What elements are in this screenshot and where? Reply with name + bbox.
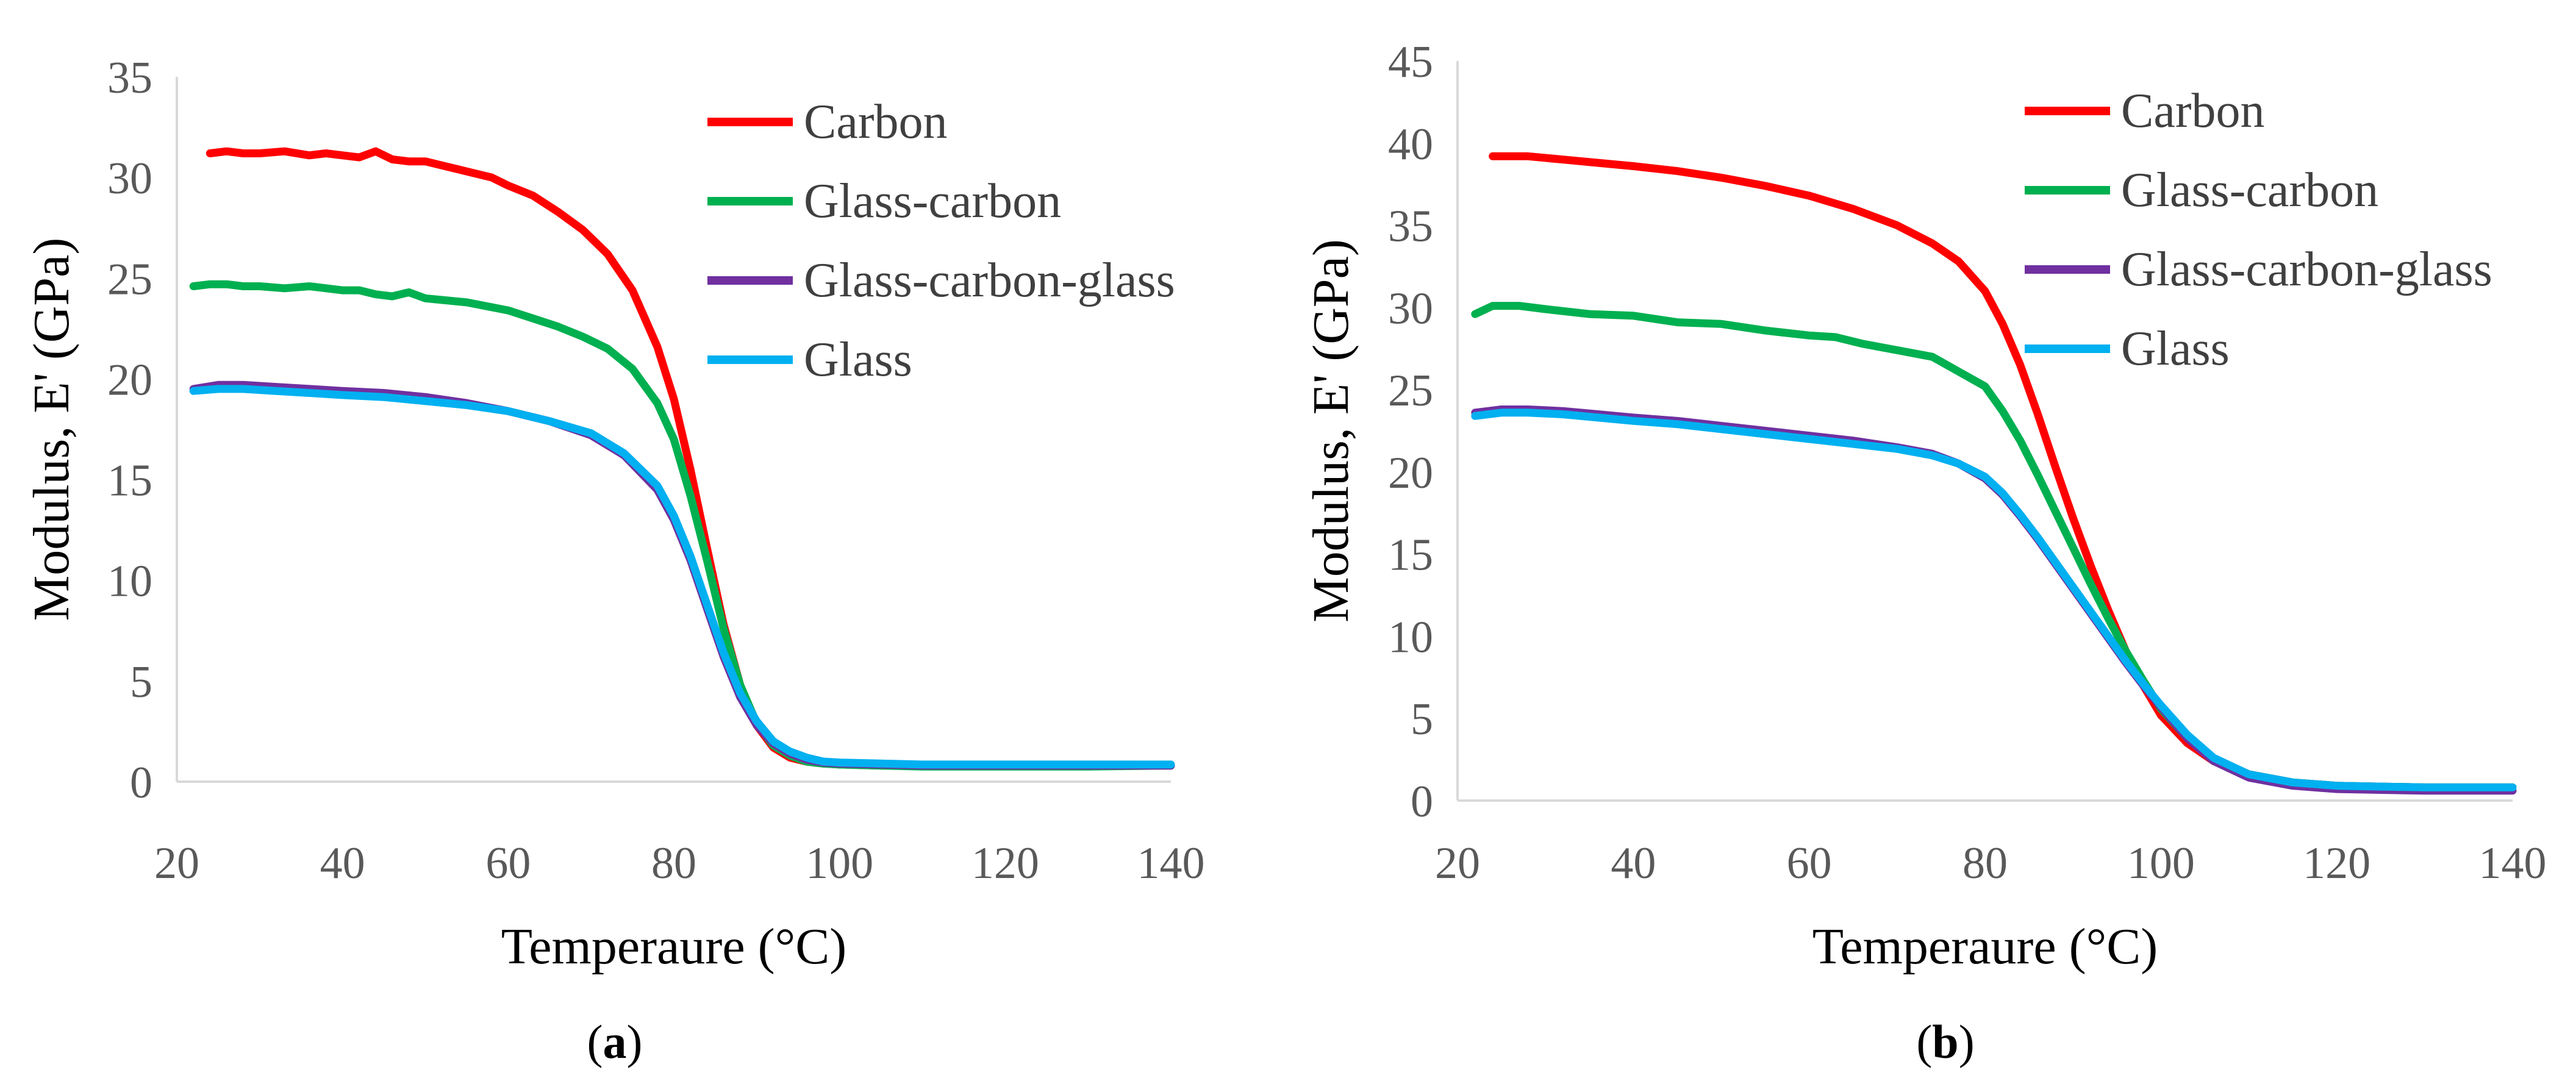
- chart-a-y-tick-label: 15: [107, 456, 152, 506]
- chart-b-y-axis-title: Modulus, E' (GPa): [1303, 239, 1359, 623]
- chart-a-legend-label: Carbon: [804, 95, 948, 149]
- chart-b-x-axis-title: Temperaure (°C): [1812, 918, 2158, 975]
- chart-a-y-tick-label: 20: [107, 355, 152, 405]
- chart-a-y-tick-label: 10: [107, 557, 152, 607]
- chart-a-svg: 0 5 10 15 20 25 30 35 20 40 60 80 100 120 140 Temperaur…: [23, 53, 1205, 1068]
- chart-a-series-line-glass-carbon: [189, 280, 1175, 771]
- chart-b-svg: 0 5 10 15 20 25 30 35 40 45 20 40 60 80 100 120 140 Tempe…: [1303, 37, 2547, 1068]
- chart-b-legend-label: Glass-carbon: [2121, 163, 2378, 217]
- chart-a-legend-label: Glass-carbon-glass: [804, 254, 1175, 307]
- chart-a-y-tick-label: 30: [107, 154, 152, 204]
- chart-b-x-tick-label: 20: [1435, 838, 1480, 888]
- chart-a-legend-label: Glass-carbon: [804, 174, 1061, 228]
- chart-b-legend-label: Glass: [2121, 322, 2230, 376]
- chart-a-panel-caption: (a): [587, 1015, 643, 1068]
- chart-b-series-line-glass: [1471, 409, 2517, 791]
- chart-b-y-tick-label: 40: [1388, 120, 1433, 170]
- chart-b-y-tick-label: 20: [1388, 448, 1433, 498]
- chart-a-x-tick-label: 100: [806, 838, 873, 888]
- chart-b-y-tick-label: 30: [1388, 284, 1433, 334]
- chart-b-panel-caption: (b): [1916, 1015, 1974, 1068]
- chart-a-x-tick-label: 140: [1137, 838, 1205, 888]
- chart-b-x-tick-label: 40: [1611, 838, 1656, 888]
- chart-b-x-tick-label: 60: [1787, 838, 1832, 888]
- chart-a-series-line-carbon: [206, 147, 1175, 770]
- chart-a-x-tick-label: 40: [320, 838, 365, 888]
- chart-b-y-tick-label: 35: [1388, 202, 1433, 252]
- chart-b-y-tick-label: 15: [1388, 530, 1433, 580]
- chart-b-y-tick-label: 10: [1388, 612, 1433, 662]
- chart-a-y-tick-label: 35: [107, 53, 152, 103]
- chart-a-x-tick-label: 20: [154, 838, 199, 888]
- chart-b-x-tick-label: 140: [2479, 838, 2547, 888]
- chart-a-x-tick-label: 60: [485, 838, 531, 888]
- chart-a-x-axis-title: Temperaure (°C): [501, 918, 846, 975]
- chart-b-y-tick-label: 5: [1411, 694, 1433, 744]
- chart-a-series-line-glass: [189, 385, 1175, 769]
- chart-b-legend-label: Carbon: [2121, 84, 2265, 138]
- chart-b-series-line-glass-carbon: [1471, 302, 2517, 791]
- chart-b-y-tick-label: 45: [1388, 37, 1433, 87]
- chart-panel-a: 0 5 10 15 20 25 30 35 20 40 60 80 100 120 140 Temperaur…: [0, 0, 1220, 1078]
- chart-b-y-tick-label: 0: [1411, 777, 1433, 827]
- chart-a-y-tick-label: 5: [130, 657, 152, 707]
- chart-b-x-tick-label: 80: [1962, 838, 2008, 888]
- chart-a-x-tick-label: 120: [971, 838, 1039, 888]
- chart-b-x-tick-label: 120: [2303, 838, 2370, 888]
- chart-a-y-tick-label: 25: [107, 254, 152, 304]
- chart-b-x-tick-label: 100: [2127, 838, 2195, 888]
- chart-b-y-tick-label: 25: [1388, 366, 1433, 416]
- chart-panel-b: 0 5 10 15 20 25 30 35 40 45 20 40 60 80 100 120 140 Tempe…: [1268, 0, 2576, 1078]
- chart-a-y-axis-title: Modulus, E' (GPa): [23, 238, 80, 621]
- chart-a-legend-label: Glass: [804, 333, 912, 387]
- chart-a-x-tick-label: 80: [651, 838, 696, 888]
- chart-b-legend-label: Glass-carbon-glass: [2121, 243, 2492, 296]
- chart-b-series-line-glass-carbon-glass: [1471, 405, 2517, 795]
- chart-a-y-tick-label: 0: [130, 758, 152, 808]
